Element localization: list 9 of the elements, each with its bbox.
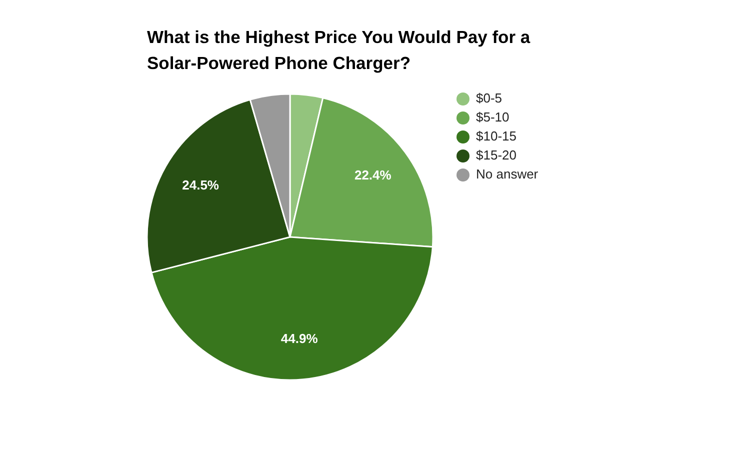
legend-label: $0-5	[476, 90, 502, 106]
legend-label: $10-15	[476, 128, 516, 144]
legend-label: $5-10	[476, 109, 510, 124]
data-label: 22.4%	[354, 167, 392, 182]
data-label: 24.5%	[182, 177, 220, 192]
legend-label: $15-20	[476, 147, 516, 162]
data-label: 44.9%	[280, 330, 318, 346]
chart-title: What is the Highest Price You Would Pay for a Solar-Powered Phone Charger?	[147, 27, 530, 73]
legend-label: No answer	[476, 166, 539, 182]
